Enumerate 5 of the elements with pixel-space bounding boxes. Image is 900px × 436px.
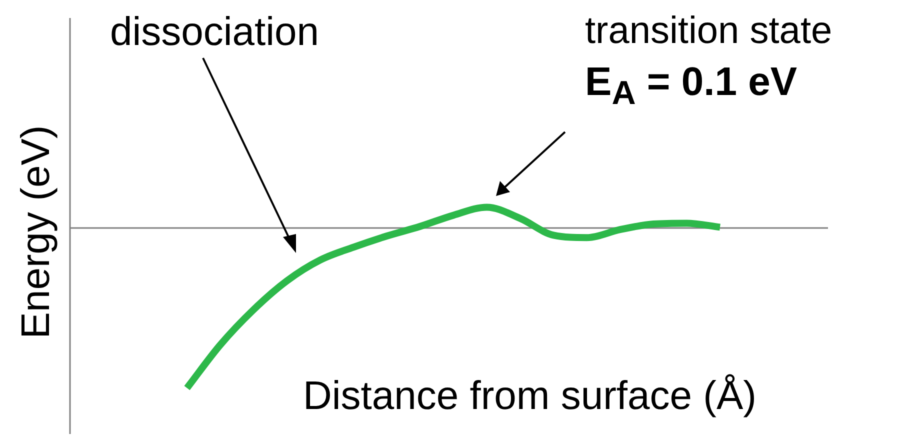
text: dissociation <box>110 10 320 54</box>
y-axis-title: Energy (eV) <box>14 125 58 339</box>
text: transition state <box>585 10 832 52</box>
x-axis-title: Distance from surface (Å) <box>303 374 756 418</box>
text: E$_{A}$ = 0.1 eV <box>585 60 797 112</box>
